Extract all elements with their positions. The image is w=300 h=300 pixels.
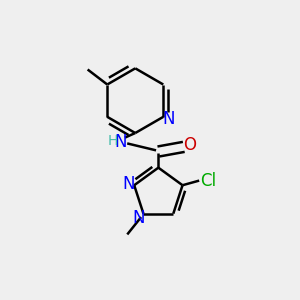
Text: N: N [122, 175, 135, 193]
Text: Cl: Cl [200, 172, 217, 190]
Text: N: N [132, 209, 145, 227]
Text: N: N [114, 133, 127, 151]
Text: O: O [183, 136, 196, 154]
Text: H: H [107, 134, 118, 148]
Text: N: N [163, 110, 175, 128]
